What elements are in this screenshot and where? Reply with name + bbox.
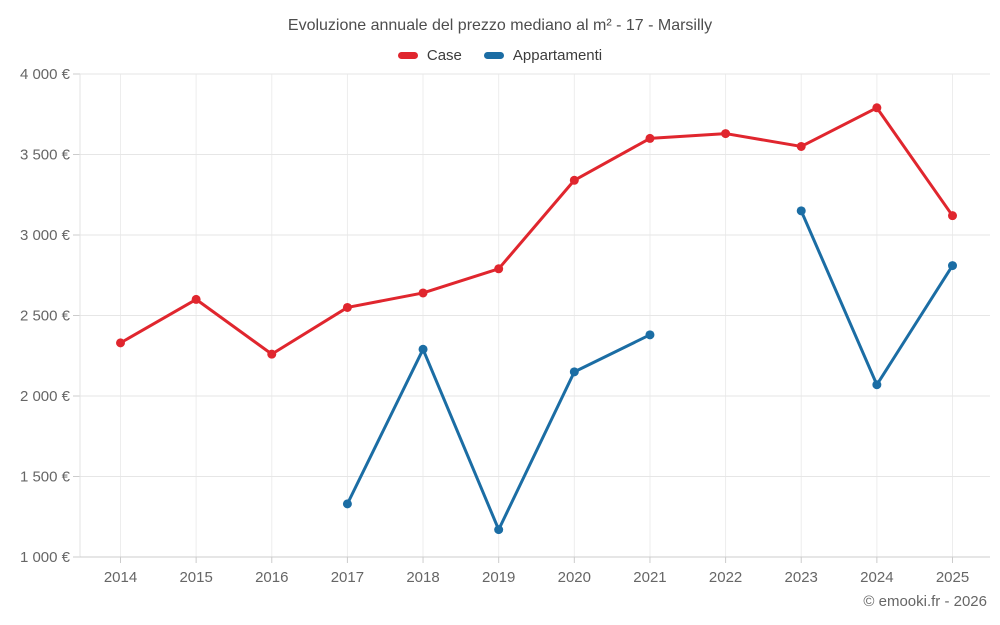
legend: Case Appartamenti (0, 47, 1000, 64)
point-appartamenti-2020[interactable] (569, 367, 579, 377)
x-tick-label: 2016 (255, 569, 288, 586)
series-line-case (119, 106, 954, 356)
legend-label-case: Case (426, 47, 462, 64)
point-case-2024[interactable] (872, 103, 882, 113)
y-tick-label: 2 000 € (20, 388, 71, 405)
x-tick-label: 2015 (179, 569, 212, 586)
point-case-2023[interactable] (796, 141, 806, 151)
x-tick-label: 2018 (406, 569, 439, 586)
point-appartamenti-2021[interactable] (645, 330, 655, 340)
point-appartamenti-2018[interactable] (418, 344, 428, 354)
y-tick-label: 1 000 € (20, 549, 71, 566)
x-tick-label: 2014 (104, 569, 137, 586)
point-case-2016[interactable] (267, 349, 277, 359)
point-case-2021[interactable] (645, 133, 655, 143)
y-tick-label: 2 500 € (20, 308, 71, 325)
point-appartamenti-2025[interactable] (948, 261, 957, 271)
y-tick-label: 1 500 € (20, 469, 71, 486)
point-case-2017[interactable] (342, 302, 352, 312)
point-appartamenti-2019[interactable] (494, 525, 504, 535)
point-case-2014[interactable] (116, 338, 125, 348)
legend-item-case[interactable]: Case (397, 47, 462, 64)
legend-item-appartamenti[interactable]: Appartamenti (483, 47, 603, 64)
x-tick-label: 2017 (331, 569, 364, 586)
x-tick-label: 2023 (785, 569, 818, 586)
point-appartamenti-2024[interactable] (872, 380, 882, 390)
point-case-2018[interactable] (418, 288, 428, 298)
copyright-text: © emooki.fr - 2026 (863, 593, 987, 610)
point-case-2020[interactable] (569, 175, 579, 185)
legend-swatch-appartamenti (483, 52, 504, 59)
legend-label-appartamenti: Appartamenti (512, 47, 603, 64)
point-case-2022[interactable] (721, 129, 731, 139)
point-appartamenti-2023[interactable] (796, 206, 806, 216)
y-tick-label: 4 000 € (20, 66, 71, 83)
point-case-2019[interactable] (494, 264, 504, 274)
chart-title: Evoluzione annuale del prezzo mediano al… (287, 17, 713, 34)
legend-swatch-case (397, 52, 418, 59)
x-tick-label: 2022 (709, 569, 742, 586)
point-case-2015[interactable] (191, 294, 201, 304)
point-case-2025[interactable] (948, 211, 957, 221)
y-tick-label: 3 000 € (20, 227, 71, 244)
point-appartamenti-2017[interactable] (342, 499, 352, 509)
x-tick-label: 2025 (936, 569, 969, 586)
x-tick-label: 2024 (860, 569, 893, 586)
x-tick-label: 2020 (558, 569, 591, 586)
x-tick-label: 2021 (633, 569, 666, 586)
x-tick-label: 2019 (482, 569, 515, 586)
y-tick-label: 3 500 € (20, 147, 71, 164)
